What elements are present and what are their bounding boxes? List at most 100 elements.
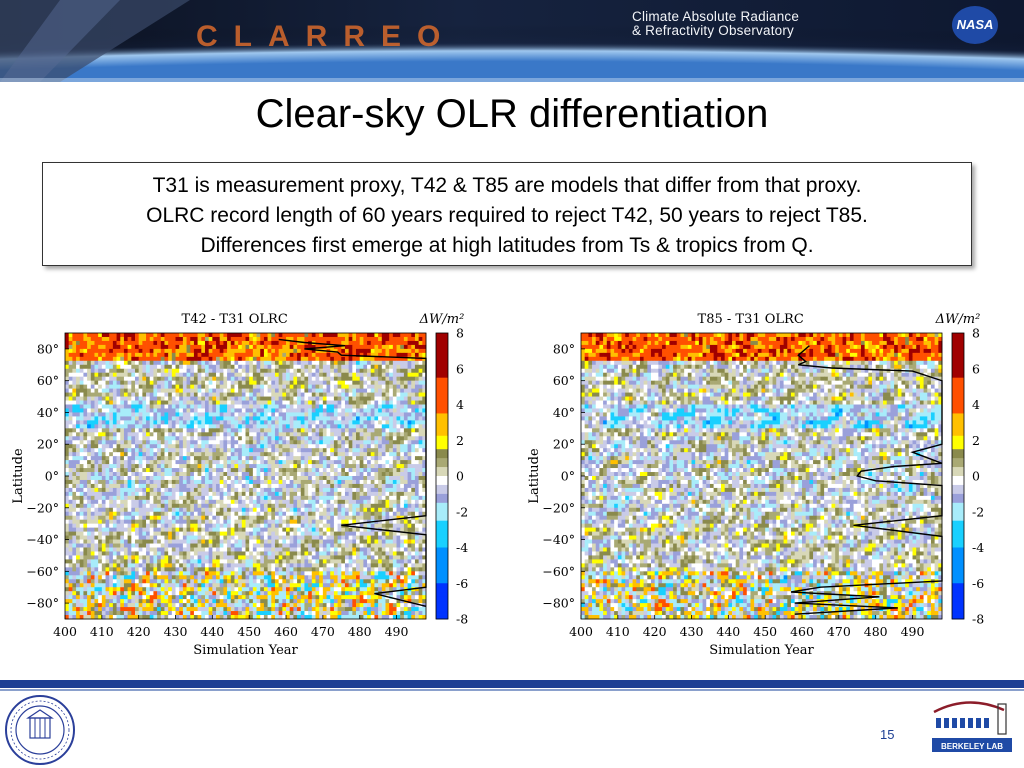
heatmap-cell — [381, 420, 386, 425]
heatmap-cell — [352, 360, 357, 366]
heatmap-cell — [186, 483, 191, 489]
heatmap-cell — [134, 464, 140, 469]
heatmap-cell — [204, 412, 210, 417]
heatmap-cell — [278, 368, 283, 374]
heatmap-cell — [72, 468, 77, 473]
heatmap-cell — [245, 416, 250, 421]
heatmap-cell — [337, 460, 342, 465]
heatmap-cell — [68, 380, 73, 385]
heatmap-cell — [175, 356, 180, 362]
heatmap-cell — [333, 503, 338, 509]
heatmap-cell — [356, 364, 361, 370]
heatmap-cell — [68, 479, 73, 485]
heatmap-cell — [193, 448, 198, 453]
heatmap-cell — [286, 432, 291, 437]
heatmap-cell — [76, 344, 81, 350]
heatmap-cell — [400, 428, 405, 433]
heatmap-cell — [182, 476, 187, 481]
heatmap-cell — [138, 428, 143, 433]
heatmap-cell — [286, 511, 291, 517]
heatmap-cell — [112, 460, 117, 465]
heatmap-cell — [153, 356, 158, 362]
heatmap-cell — [76, 515, 81, 521]
heatmap-cell — [344, 372, 349, 378]
heatmap-cell — [422, 344, 427, 350]
heatmap-cell — [79, 400, 84, 405]
heatmap-cell — [344, 519, 349, 525]
heatmap-cell — [98, 340, 103, 346]
heatmap-cell — [311, 364, 316, 370]
heatmap-cell — [204, 444, 210, 449]
heatmap-cell — [127, 452, 132, 457]
heatmap-cell — [87, 527, 92, 532]
banner-background — [0, 0, 1024, 82]
heatmap-cell — [297, 340, 302, 346]
heatmap-cell — [76, 531, 81, 536]
heatmap-cell — [230, 448, 235, 453]
heatmap-cell — [112, 428, 117, 433]
heatmap-cell — [319, 511, 324, 517]
heatmap-cell — [304, 503, 309, 509]
heatmap-cell — [68, 352, 73, 358]
heatmap-cell — [142, 523, 147, 528]
heatmap-cell — [179, 392, 184, 397]
heatmap-cell — [322, 531, 327, 536]
heatmap-cell — [94, 452, 99, 457]
heatmap-cell — [98, 384, 103, 389]
heatmap-cell — [348, 479, 353, 485]
heatmap-cell — [359, 456, 364, 461]
heatmap-cell — [190, 344, 195, 350]
heatmap-cell — [300, 356, 305, 362]
heatmap-cell — [105, 384, 110, 389]
heatmap-cell — [304, 515, 309, 521]
heatmap-cell — [171, 404, 176, 409]
heatmap-cell — [286, 428, 291, 433]
heatmap-cell — [98, 468, 103, 473]
heatmap-cell — [367, 376, 372, 382]
heatmap-cell — [190, 511, 195, 517]
heatmap-cell — [274, 360, 279, 366]
heatmap-cell — [241, 432, 246, 437]
heatmap-cell — [190, 428, 195, 433]
heatmap-cell — [337, 491, 342, 497]
heatmap-cell — [138, 476, 143, 481]
heatmap-cell — [112, 380, 117, 385]
heatmap-cell — [138, 519, 143, 525]
heatmap-cell — [422, 491, 427, 497]
heatmap-cell — [134, 456, 140, 461]
heatmap-cell — [168, 400, 173, 405]
heatmap-cell — [175, 392, 180, 397]
heatmap-cell — [87, 424, 92, 429]
heatmap-cell — [175, 344, 180, 350]
heatmap-cell — [109, 511, 114, 517]
heatmap-cell — [378, 476, 383, 481]
heatmap-cell — [109, 348, 114, 354]
heatmap-cell — [289, 392, 294, 397]
heatmap-cell — [341, 468, 346, 473]
heatmap-cell — [109, 392, 114, 397]
heatmap-cell — [341, 428, 346, 433]
heatmap-cell — [186, 476, 191, 481]
heatmap-cell — [212, 348, 217, 354]
heatmap-cell — [414, 440, 419, 445]
heatmap-cell — [90, 348, 95, 354]
heatmap-cell — [234, 424, 239, 429]
heatmap-cell — [252, 448, 257, 453]
heatmap-cell — [389, 495, 394, 501]
heatmap-cell — [381, 424, 386, 429]
heatmap-cell — [171, 436, 176, 441]
heatmap-cell — [171, 487, 176, 493]
heatmap-cell — [175, 428, 180, 433]
heatmap-cell — [208, 396, 213, 401]
heatmap-cell — [359, 364, 364, 370]
heatmap-cell — [94, 424, 99, 429]
heatmap-cell — [101, 356, 106, 362]
heatmap-cell — [385, 444, 390, 449]
heatmap-cell — [333, 519, 338, 525]
heatmap-cell — [223, 523, 228, 528]
heatmap-cell — [98, 336, 103, 342]
heatmap-cell — [186, 495, 191, 501]
heatmap-cell — [76, 388, 81, 393]
heatmap-cell — [197, 448, 202, 453]
heatmap-cell — [83, 344, 88, 350]
